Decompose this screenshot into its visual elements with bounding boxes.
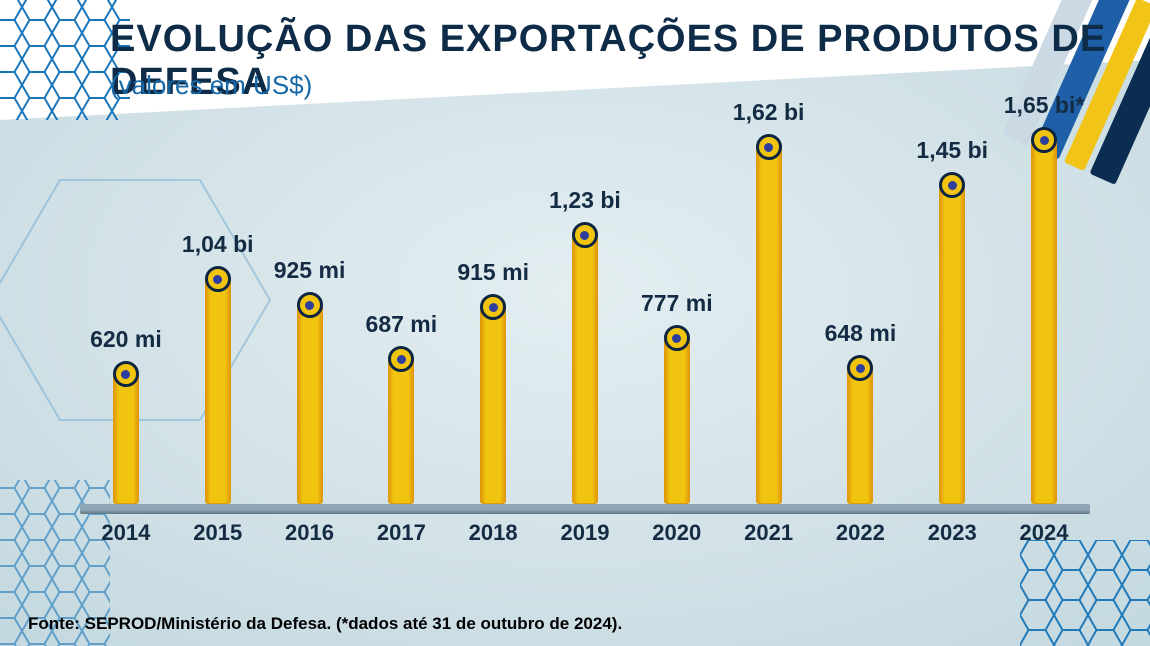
bar-cap-dot [764, 143, 773, 152]
bar-slot: 687 mi [355, 348, 447, 504]
bar-value-label: 687 mi [366, 311, 438, 338]
chart-subtitle: (valores em US$) [110, 70, 312, 101]
infographic-stage: EVOLUÇÃO DAS EXPORTAÇÕES DE PRODUTOS DE … [0, 0, 1150, 646]
year-label: 2023 [906, 520, 998, 550]
bar-slot: 1,65 bi* [998, 129, 1090, 504]
bar-cap-icon [847, 355, 873, 381]
bar-slot: 1,23 bi [539, 224, 631, 504]
bar [480, 296, 506, 504]
bar-cap-icon [480, 294, 506, 320]
bar-cap-icon [205, 266, 231, 292]
bar-cap-dot [305, 301, 314, 310]
bar-cap-icon [756, 134, 782, 160]
year-label: 2019 [539, 520, 631, 550]
bar-value-label: 620 mi [90, 326, 162, 353]
year-label: 2014 [80, 520, 172, 550]
bar-slot: 925 mi [264, 294, 356, 504]
bar-cap-dot [948, 181, 957, 190]
bar-cap-dot [856, 364, 865, 373]
bar-cap-dot [1040, 136, 1049, 145]
bar-cap-icon [297, 292, 323, 318]
year-label: 2022 [815, 520, 907, 550]
bar-value-label: 915 mi [457, 259, 529, 286]
bar-slot: 620 mi [80, 363, 172, 504]
bar-value-label: 777 mi [641, 290, 713, 317]
bar-cap-icon [388, 346, 414, 372]
bar-cap-dot [121, 370, 130, 379]
bar-value-label: 648 mi [825, 320, 897, 347]
bar [756, 136, 782, 504]
year-label: 2017 [355, 520, 447, 550]
bars-container: 620 mi1,04 bi925 mi687 mi915 mi1,23 bi77… [80, 120, 1090, 504]
bar-value-label: 1,23 bi [549, 187, 621, 214]
year-label: 2020 [631, 520, 723, 550]
bar-slot: 1,45 bi [906, 174, 998, 504]
bar-value-label: 1,62 bi [733, 99, 805, 126]
bar [113, 363, 139, 504]
bar [205, 268, 231, 504]
bar-slot: 915 mi [447, 296, 539, 504]
bar-slot: 777 mi [631, 327, 723, 504]
bar-chart: 620 mi1,04 bi925 mi687 mi915 mi1,23 bi77… [80, 120, 1090, 550]
year-label: 2018 [447, 520, 539, 550]
bar-slot: 1,62 bi [723, 136, 815, 504]
bar-cap-dot [213, 275, 222, 284]
bar-cap-dot [489, 303, 498, 312]
bar-value-label: 925 mi [274, 257, 346, 284]
bar [388, 348, 414, 504]
bar [1031, 129, 1057, 504]
bar [847, 357, 873, 504]
bar-cap-dot [672, 334, 681, 343]
year-label: 2021 [723, 520, 815, 550]
bar-value-label: 1,04 bi [182, 231, 254, 258]
chart-baseline [80, 504, 1090, 514]
bar [572, 224, 598, 504]
bar-cap-icon [572, 222, 598, 248]
bar-cap-dot [397, 355, 406, 364]
bar [664, 327, 690, 504]
bar-cap-dot [580, 231, 589, 240]
bar-cap-icon [1031, 127, 1057, 153]
bar-slot: 1,04 bi [172, 268, 264, 504]
bar-value-label: 1,65 bi* [1004, 92, 1085, 119]
year-label: 2015 [172, 520, 264, 550]
year-label: 2024 [998, 520, 1090, 550]
year-label: 2016 [264, 520, 356, 550]
bar-cap-icon [664, 325, 690, 351]
source-footnote: Fonte: SEPROD/Ministério da Defesa. (*da… [28, 614, 622, 634]
bar-value-label: 1,45 bi [916, 137, 988, 164]
year-axis: 2014201520162017201820192020202120222023… [80, 520, 1090, 550]
bar [939, 174, 965, 504]
bar-slot: 648 mi [815, 357, 907, 504]
bar-cap-icon [939, 172, 965, 198]
bar [297, 294, 323, 504]
bar-cap-icon [113, 361, 139, 387]
